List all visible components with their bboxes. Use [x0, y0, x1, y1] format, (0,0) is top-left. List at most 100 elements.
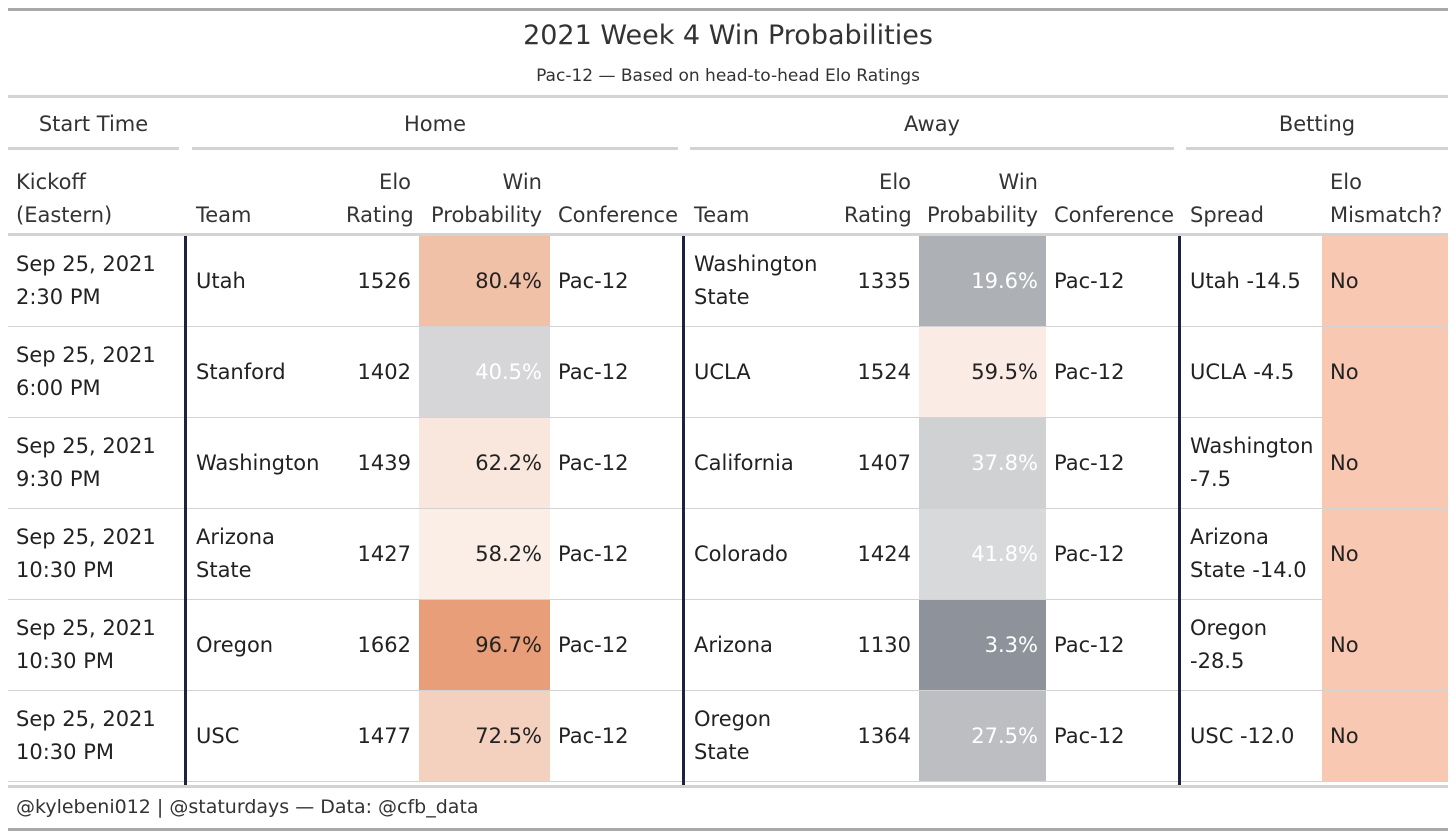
cell-kickoff-text: Sep 25, 2021: [16, 707, 156, 731]
colhead-kickoff-line-2: (Eastern): [16, 203, 113, 227]
cell-kickoff-text: 2:30 PM: [16, 285, 101, 309]
colhead-away-win: Win Probability: [919, 160, 1046, 232]
cell-away-conference: Pac-12: [1046, 691, 1180, 781]
table-row: Sep 25, 2021 10:30 PM Oregon 1662 96.7% Pac-1…: [8, 600, 1448, 691]
cell-kickoff-text: 9:30 PM: [16, 467, 101, 491]
colhead-home-team-label: Team: [196, 203, 252, 227]
colhead-spread: Spread: [1182, 160, 1322, 232]
cell-away-win-text: 37.8%: [971, 450, 1038, 475]
divider-away-betting: [1178, 236, 1181, 785]
cell-home-elo: 1662: [338, 600, 419, 690]
cell-away-team-text: Colorado: [694, 541, 788, 566]
cell-away-conference: Pac-12: [1046, 327, 1180, 417]
cell-away-win: 3.3%: [919, 600, 1046, 690]
spanner-betting: Betting: [1186, 112, 1448, 150]
cell-home-elo-text: 1477: [357, 723, 411, 748]
cell-away-conference-text: Pac-12: [1054, 632, 1125, 657]
cell-spread-text: USC -12.0: [1190, 723, 1295, 748]
body-bottom-rule: [8, 785, 1448, 788]
table-row: Sep 25, 2021 10:30 PM USC 1477 72.5% Pac-12 Or…: [8, 691, 1448, 782]
cell-away-elo: 1524: [836, 327, 919, 417]
table-row: Sep 25, 2021 10:30 PM Arizona State 1427 58.2…: [8, 509, 1448, 600]
cell-away-elo: 1424: [836, 509, 919, 599]
cell-home-elo-text: 1427: [357, 541, 411, 566]
cell-home-elo-text: 1526: [357, 268, 411, 293]
cell-kickoff-text: Sep 25, 2021: [16, 343, 156, 367]
colhead-away-conference: Conference: [1046, 160, 1180, 232]
cell-away-win-text: 27.5%: [971, 723, 1038, 748]
cell-away-elo-text: 1130: [857, 632, 911, 657]
cell-kickoff: Sep 25, 2021 10:30 PM: [8, 691, 185, 781]
cell-mismatch: No: [1322, 600, 1448, 690]
cell-away-win-text: 41.8%: [971, 541, 1038, 566]
cell-home-conference: Pac-12: [550, 691, 684, 781]
colhead-home-win-line-2: Probability: [430, 203, 542, 227]
cell-spread: Washington -7.5: [1182, 418, 1322, 508]
cell-away-conference: Pac-12: [1046, 509, 1180, 599]
cell-away-elo: 1407: [836, 418, 919, 508]
cell-home-win: 58.2%: [419, 509, 550, 599]
colhead-away-elo-line-2: Rating: [844, 203, 912, 227]
cell-away-team-text: State: [694, 285, 750, 309]
cell-spread-text: -28.5: [1190, 649, 1245, 673]
cell-away-win: 19.6%: [919, 236, 1046, 326]
cell-spread: Utah -14.5: [1182, 236, 1322, 326]
cell-home-team-text: Oregon: [196, 632, 274, 657]
cell-home-team-text: Utah: [196, 268, 246, 293]
colhead-home-team: Team: [188, 160, 338, 232]
colhead-mismatch-line-2: Mismatch?: [1330, 203, 1443, 227]
cell-spread: UCLA -4.5: [1182, 327, 1322, 417]
cell-away-conference: Pac-12: [1046, 600, 1180, 690]
spanner-start-time: Start Time: [8, 112, 179, 150]
cell-away-team-text: California: [694, 450, 794, 475]
cell-home-team: Stanford: [188, 327, 338, 417]
cell-home-team-text: Washington: [196, 450, 320, 475]
cell-away-team: UCLA: [686, 327, 836, 417]
colhead-home-elo: Elo Rating: [338, 160, 419, 232]
cell-spread-text: -7.5: [1190, 467, 1231, 491]
cell-mismatch: No: [1322, 691, 1448, 781]
cell-home-conference-text: Pac-12: [558, 268, 629, 293]
cell-home-team: Arizona State: [188, 509, 338, 599]
top-rule: [8, 8, 1448, 11]
cell-away-team: Arizona: [686, 600, 836, 690]
cell-away-team-text: UCLA: [694, 359, 751, 384]
cell-home-conference-text: Pac-12: [558, 450, 629, 475]
cell-home-win-text: 96.7%: [475, 632, 542, 657]
spanner-betting-underline: [1186, 147, 1448, 150]
bottom-rule: [8, 828, 1448, 831]
cell-kickoff-text: 10:30 PM: [16, 740, 114, 764]
cell-kickoff-text: Sep 25, 2021: [16, 525, 156, 549]
cell-mismatch-text: No: [1330, 632, 1359, 657]
cell-away-elo: 1130: [836, 600, 919, 690]
cell-away-team: Colorado: [686, 509, 836, 599]
colhead-away-elo-line-1: Elo: [879, 170, 911, 194]
colhead-kickoff: Kickoff (Eastern): [8, 160, 185, 232]
cell-mismatch: No: [1322, 236, 1448, 326]
colhead-home-conference: Conference: [550, 160, 684, 232]
cell-home-win-text: 58.2%: [475, 541, 542, 566]
cell-home-team-text: State: [196, 558, 252, 582]
cell-away-team: Washington State: [686, 236, 836, 326]
cell-spread-text: State -14.0: [1190, 558, 1307, 582]
cell-home-team: Utah: [188, 236, 338, 326]
cell-away-win-text: 19.6%: [971, 268, 1038, 293]
cell-home-team-text: USC: [196, 723, 240, 748]
cell-spread: USC -12.0: [1182, 691, 1322, 781]
cell-home-elo: 1477: [338, 691, 419, 781]
colhead-mismatch-line-1: Elo: [1330, 170, 1362, 194]
cell-home-win-text: 72.5%: [475, 723, 542, 748]
cell-away-win: 37.8%: [919, 418, 1046, 508]
title-rule: [8, 95, 1448, 98]
footer-credit: @kylebeni012 | @staturdays — Data: @cfb_…: [16, 796, 479, 818]
colhead-away-conference-label: Conference: [1054, 203, 1175, 227]
table-row: Sep 25, 2021 9:30 PM Washington 1439 62.2% Pa…: [8, 418, 1448, 509]
colhead-away-team-label: Team: [694, 203, 750, 227]
colhead-kickoff-line-1: Kickoff: [16, 170, 86, 194]
colhead-home-conference-label: Conference: [558, 203, 679, 227]
cell-home-elo: 1402: [338, 327, 419, 417]
divider-home-away: [682, 236, 685, 785]
colhead-away-team: Team: [686, 160, 836, 232]
spanner-start-time-label: Start Time: [38, 112, 149, 136]
cell-spread: Arizona State -14.0: [1182, 509, 1322, 599]
